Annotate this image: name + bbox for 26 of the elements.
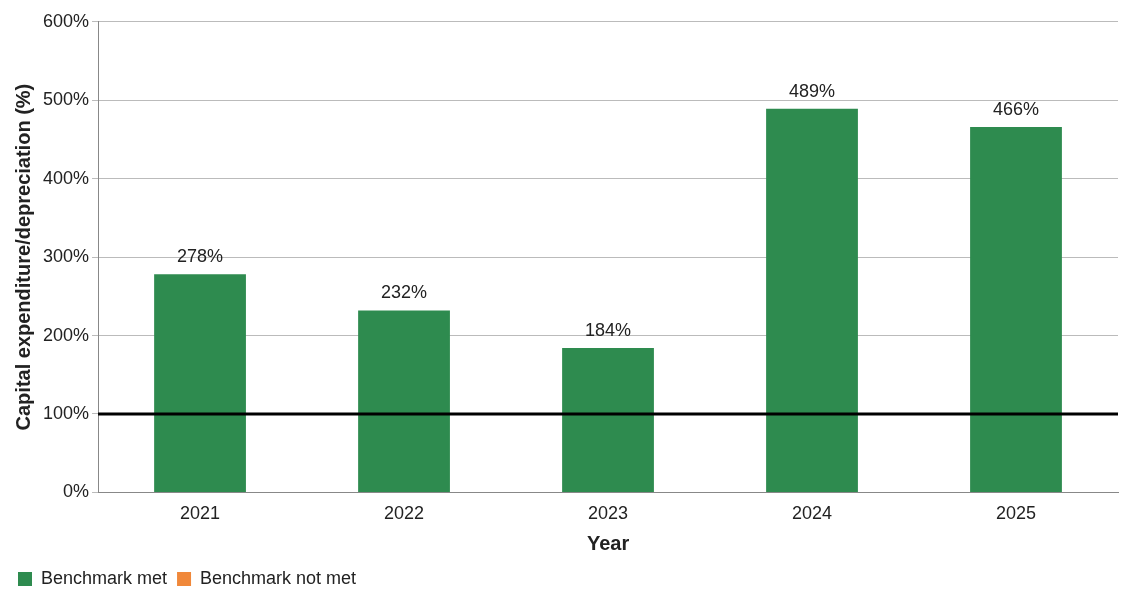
x-tick-label: 2022 bbox=[384, 503, 425, 524]
y-axis-title: Capital expenditure/depreciation (%) bbox=[11, 83, 34, 431]
x-axis-title: Year bbox=[586, 531, 630, 554]
data-label: 278% bbox=[177, 246, 224, 267]
data-label: 232% bbox=[381, 282, 428, 303]
x-tick-label: 2024 bbox=[791, 503, 833, 524]
bar bbox=[358, 310, 450, 492]
x-tick-label: 2025 bbox=[995, 503, 1037, 524]
y-tick-label: 300% bbox=[42, 246, 90, 267]
data-label: 184% bbox=[585, 320, 632, 341]
x-tick-label: 2021 bbox=[180, 503, 221, 524]
bar bbox=[970, 126, 1062, 492]
legend-label: Benchmark not met bbox=[200, 567, 357, 588]
y-tick-label: 400% bbox=[42, 167, 90, 188]
y-tick-label: 600% bbox=[42, 10, 90, 31]
data-label: 489% bbox=[788, 80, 836, 101]
bar bbox=[562, 348, 654, 492]
x-tick-label: 2023 bbox=[588, 503, 629, 524]
bar bbox=[766, 108, 858, 492]
y-tick-label: 100% bbox=[42, 402, 90, 423]
data-label: 466% bbox=[992, 98, 1040, 119]
bar bbox=[154, 274, 246, 492]
y-tick-label: 500% bbox=[42, 89, 90, 110]
y-tick-label: 200% bbox=[42, 324, 90, 345]
legend-label: Benchmark met bbox=[41, 567, 168, 588]
y-tick-label: 0% bbox=[63, 481, 90, 502]
